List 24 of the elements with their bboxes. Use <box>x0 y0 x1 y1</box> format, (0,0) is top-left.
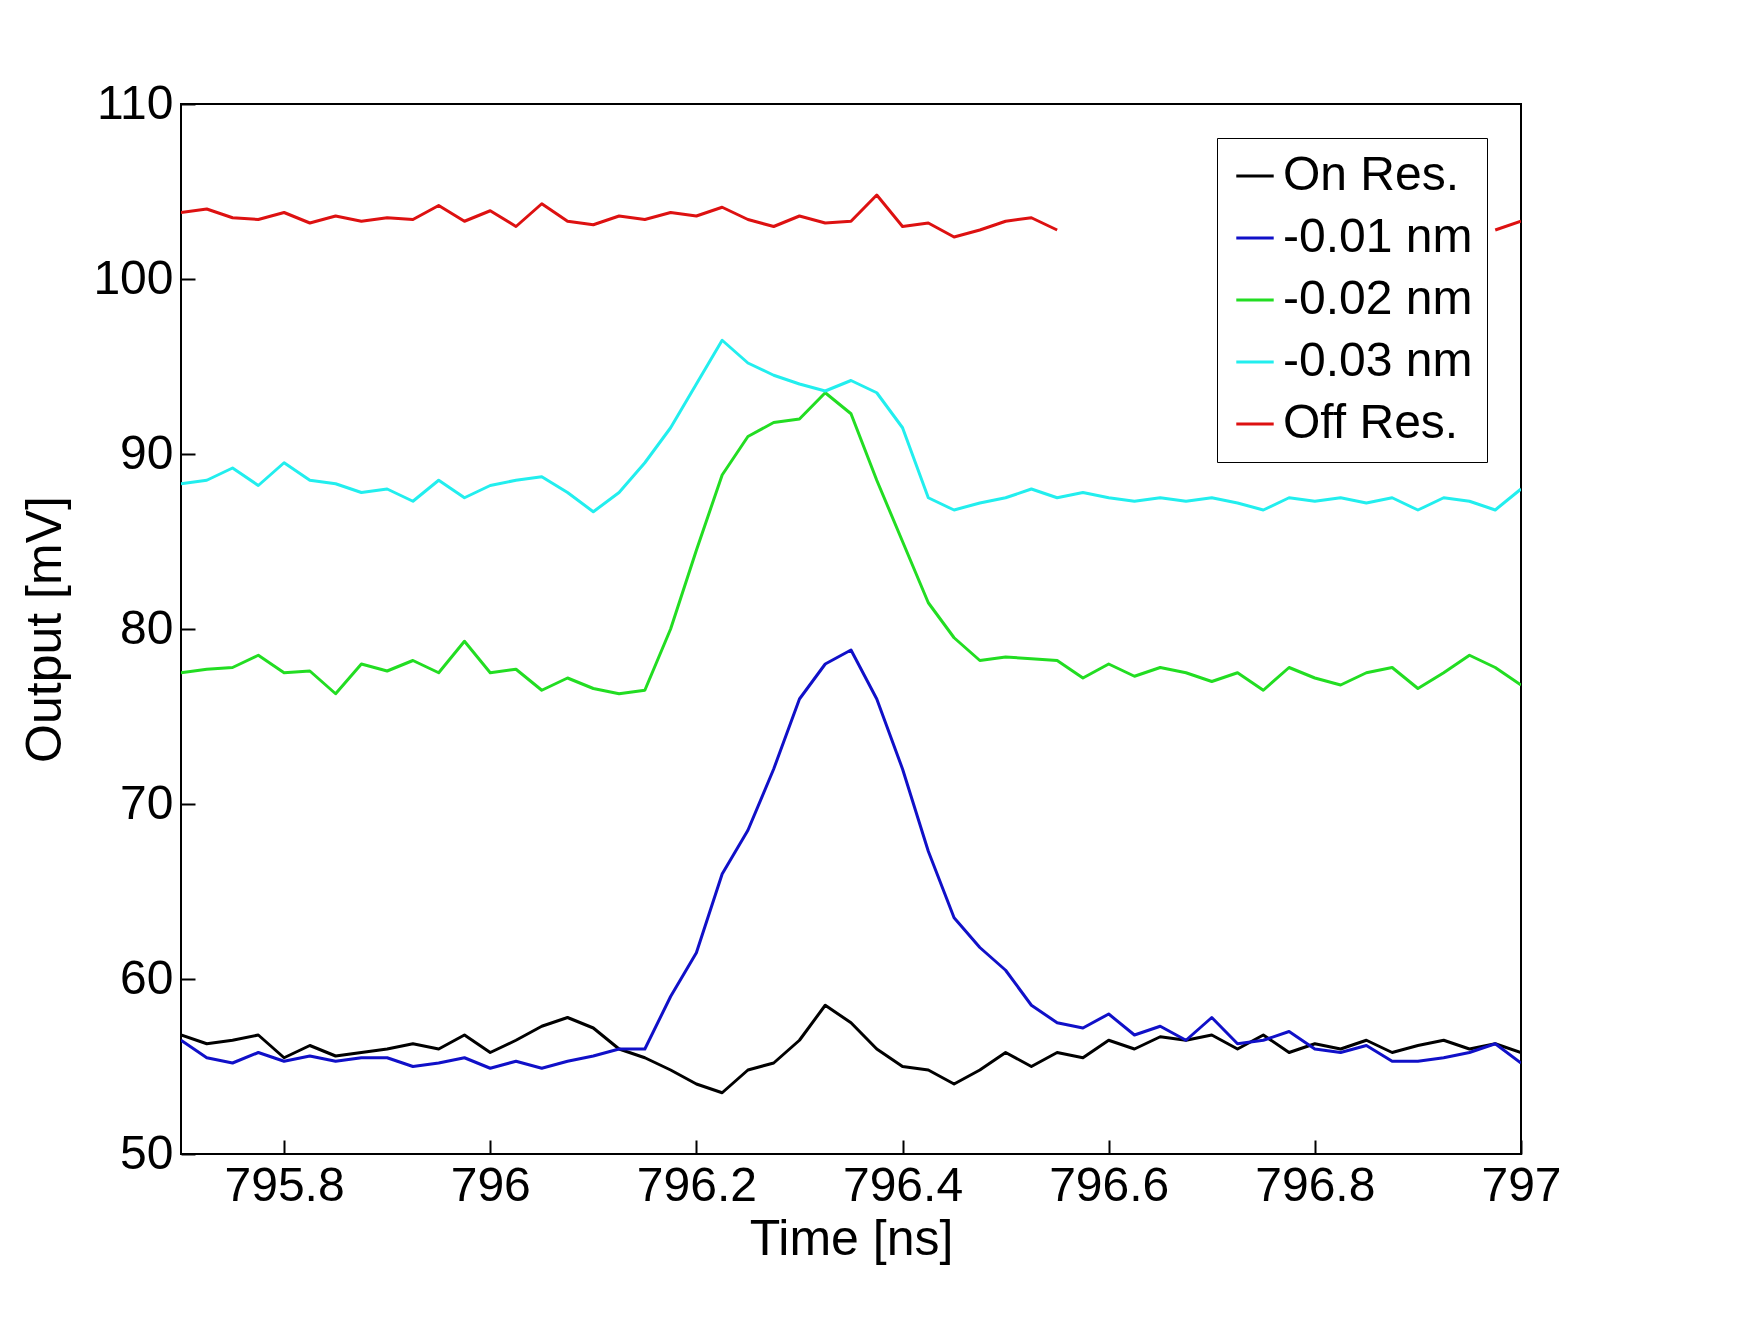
x-tick-label: 795.8 <box>224 1157 345 1211</box>
x-axis-title: Time [ns] <box>749 1209 954 1266</box>
y-tick-label: 100 <box>93 250 174 304</box>
x-tick-label: 797 <box>1481 1157 1562 1211</box>
x-tick-label: 796.2 <box>636 1157 757 1211</box>
line-series <box>181 648 1521 1070</box>
legend-label: -0.03 nm <box>1283 333 1473 386</box>
line-series <box>181 338 1521 514</box>
y-axis-title: Output [mV] <box>16 496 73 763</box>
y-tick-label: 80 <box>120 600 174 654</box>
y-tick-label: 60 <box>120 950 174 1004</box>
legend-label: Off Res. <box>1283 395 1459 448</box>
x-tick-label: 796.8 <box>1255 1157 1376 1211</box>
y-tick-label: 110 <box>96 75 174 129</box>
line-series <box>181 391 1521 696</box>
legend-label: On Res. <box>1283 147 1460 200</box>
y-tick-label: 90 <box>120 425 174 479</box>
legend-label: -0.02 nm <box>1283 271 1473 324</box>
legend-label: -0.01 nm <box>1283 209 1473 262</box>
x-tick-label: 796 <box>450 1157 531 1211</box>
x-tick-label: 796.6 <box>1049 1157 1170 1211</box>
x-tick-label: 796.4 <box>842 1157 964 1211</box>
y-tick-label: 70 <box>120 775 174 829</box>
y-tick-label: 50 <box>120 1125 174 1179</box>
